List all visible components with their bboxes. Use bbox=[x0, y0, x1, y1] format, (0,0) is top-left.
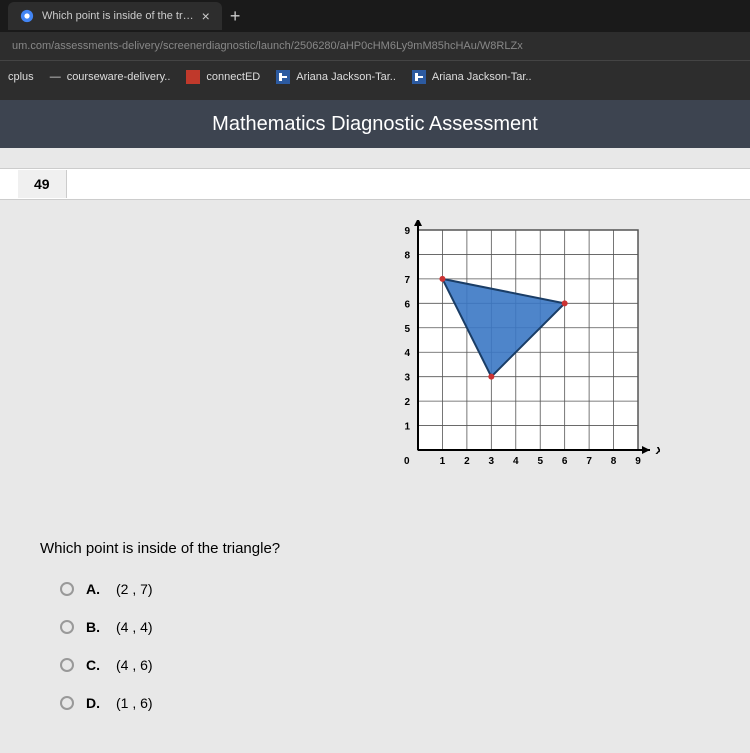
radio-icon[interactable] bbox=[60, 582, 74, 596]
svg-text:9: 9 bbox=[635, 456, 641, 467]
radio-icon[interactable] bbox=[60, 620, 74, 634]
option-value: (2 , 7) bbox=[116, 581, 153, 597]
question-number-bar: 49 bbox=[0, 168, 750, 200]
option-c[interactable]: C. (4 , 6) bbox=[60, 657, 720, 673]
question-body: 1234567891234567890xy Which point is ins… bbox=[0, 200, 750, 753]
svg-text:7: 7 bbox=[404, 275, 410, 286]
svg-text:2: 2 bbox=[464, 456, 470, 467]
svg-text:6: 6 bbox=[562, 456, 568, 467]
tab-title: Which point is inside of the tr… bbox=[42, 10, 194, 22]
option-letter: B. bbox=[86, 619, 104, 635]
bookmark-label: connectED bbox=[206, 71, 260, 83]
svg-text:4: 4 bbox=[513, 456, 519, 467]
bookmark-courseware[interactable]: — courseware-delivery.. bbox=[50, 71, 171, 83]
bookmark-label: cplus bbox=[8, 71, 34, 83]
browser-chrome: Which point is inside of the tr… × + um.… bbox=[0, 0, 750, 100]
svg-text:0: 0 bbox=[404, 456, 410, 467]
svg-text:x: x bbox=[655, 442, 660, 457]
option-d[interactable]: D. (1 , 6) bbox=[60, 695, 720, 711]
bookmark-icon bbox=[412, 70, 426, 84]
bookmark-label: Ariana Jackson-Tar.. bbox=[296, 71, 396, 83]
close-icon[interactable]: × bbox=[202, 8, 210, 24]
svg-text:3: 3 bbox=[489, 456, 495, 467]
url-text: um.com/assessments-delivery/screenerdiag… bbox=[12, 40, 523, 52]
svg-text:5: 5 bbox=[537, 456, 543, 467]
coordinate-graph: 1234567891234567890xy bbox=[380, 220, 660, 480]
svg-text:9: 9 bbox=[404, 226, 410, 237]
bookmark-cplus[interactable]: cplus bbox=[8, 71, 34, 83]
option-value: (1 , 6) bbox=[116, 695, 153, 711]
assessment-header: Mathematics Diagnostic Assessment bbox=[0, 100, 750, 148]
tab-favicon-icon bbox=[20, 9, 34, 23]
url-bar[interactable]: um.com/assessments-delivery/screenerdiag… bbox=[0, 32, 750, 60]
assessment-title: Mathematics Diagnostic Assessment bbox=[212, 113, 538, 136]
option-b[interactable]: B. (4 , 4) bbox=[60, 619, 720, 635]
bookmarks-bar: cplus — courseware-delivery.. connectED … bbox=[0, 60, 750, 92]
svg-text:8: 8 bbox=[611, 456, 617, 467]
svg-text:1: 1 bbox=[404, 422, 410, 433]
option-letter: D. bbox=[86, 695, 104, 711]
svg-text:6: 6 bbox=[404, 299, 410, 310]
bookmark-label: Ariana Jackson-Tar.. bbox=[432, 71, 532, 83]
new-tab-button[interactable]: + bbox=[230, 6, 241, 27]
radio-icon[interactable] bbox=[60, 658, 74, 672]
svg-text:5: 5 bbox=[404, 324, 410, 335]
graph-container: 1234567891234567890xy bbox=[30, 220, 720, 480]
bookmark-icon bbox=[186, 70, 200, 84]
answer-options: A. (2 , 7) B. (4 , 4) C. (4 , 6) D. (1 ,… bbox=[60, 581, 720, 711]
svg-text:1: 1 bbox=[440, 456, 446, 467]
bookmark-label: courseware-delivery.. bbox=[67, 71, 171, 83]
option-a[interactable]: A. (2 , 7) bbox=[60, 581, 720, 597]
radio-icon[interactable] bbox=[60, 696, 74, 710]
option-letter: C. bbox=[86, 657, 104, 673]
bookmark-icon bbox=[276, 70, 290, 84]
question-text: Which point is inside of the triangle? bbox=[40, 540, 720, 557]
tab-bar: Which point is inside of the tr… × + bbox=[0, 0, 750, 32]
browser-tab[interactable]: Which point is inside of the tr… × bbox=[8, 2, 222, 30]
bookmark-ariana-2[interactable]: Ariana Jackson-Tar.. bbox=[412, 70, 532, 84]
option-letter: A. bbox=[86, 581, 104, 597]
content-area: 49 1234567891234567890xy Which point is … bbox=[0, 148, 750, 750]
question-number: 49 bbox=[18, 170, 67, 198]
option-value: (4 , 6) bbox=[116, 657, 153, 673]
svg-text:2: 2 bbox=[404, 397, 410, 408]
bookmark-separator: — bbox=[50, 71, 61, 83]
bookmark-connected[interactable]: connectED bbox=[186, 70, 260, 84]
svg-text:4: 4 bbox=[404, 348, 410, 359]
svg-text:3: 3 bbox=[404, 373, 410, 384]
svg-text:7: 7 bbox=[586, 456, 592, 467]
option-value: (4 , 4) bbox=[116, 619, 153, 635]
bookmark-ariana-1[interactable]: Ariana Jackson-Tar.. bbox=[276, 70, 396, 84]
svg-text:8: 8 bbox=[404, 250, 410, 261]
